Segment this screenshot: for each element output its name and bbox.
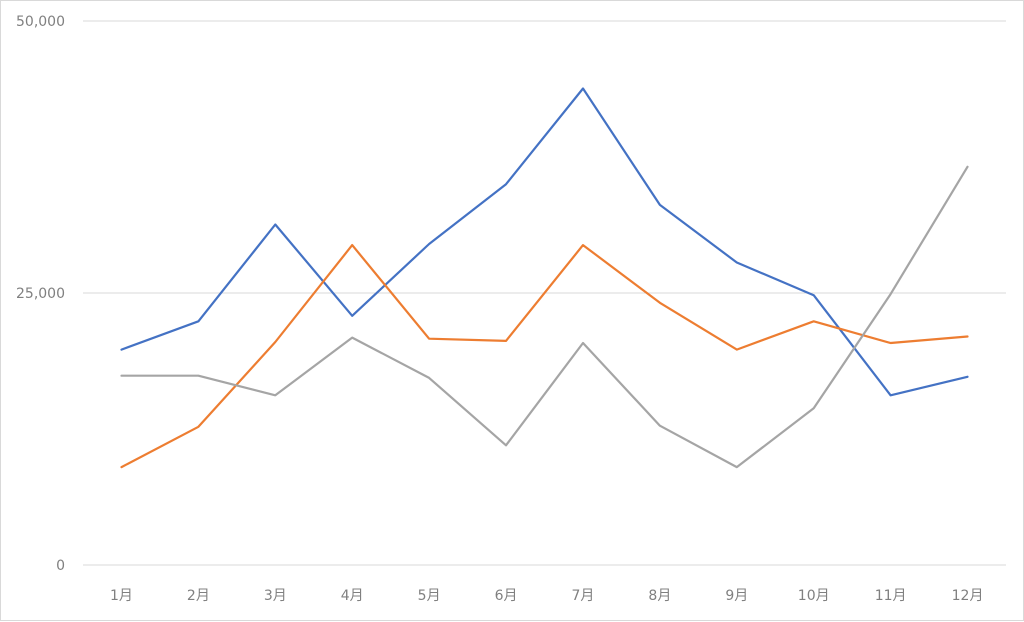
x-tick-label: 3月 [264,588,287,604]
x-tick-label: 6月 [495,588,518,604]
x-tick-label: 5月 [418,588,441,604]
x-tick-label: 8月 [648,588,671,604]
series-line-3 [122,167,968,467]
series-lines [121,88,967,467]
x-tick-label: 12月 [952,588,984,604]
y-tick-label: 0 [56,558,65,574]
x-tick-label: 4月 [341,588,364,604]
series-line-2 [122,245,968,467]
x-axis-tick-labels: 1月 2月 3月 4月 5月 6月 7月 8月 9月 10月 11月 12月 [110,588,983,604]
x-tick-label: 11月 [875,588,907,604]
x-tick-label: 10月 [798,588,830,604]
x-tick-label: 1月 [110,588,133,604]
x-tick-label: 7月 [571,588,594,604]
series-line-1 [122,89,968,396]
y-tick-label: 50,000 [16,14,65,30]
y-tick-label: 25,000 [16,286,65,302]
y-axis-tick-labels: 0 25,000 50,000 [16,14,65,574]
x-tick-label: 9月 [725,588,748,604]
x-tick-label: 2月 [187,588,210,604]
